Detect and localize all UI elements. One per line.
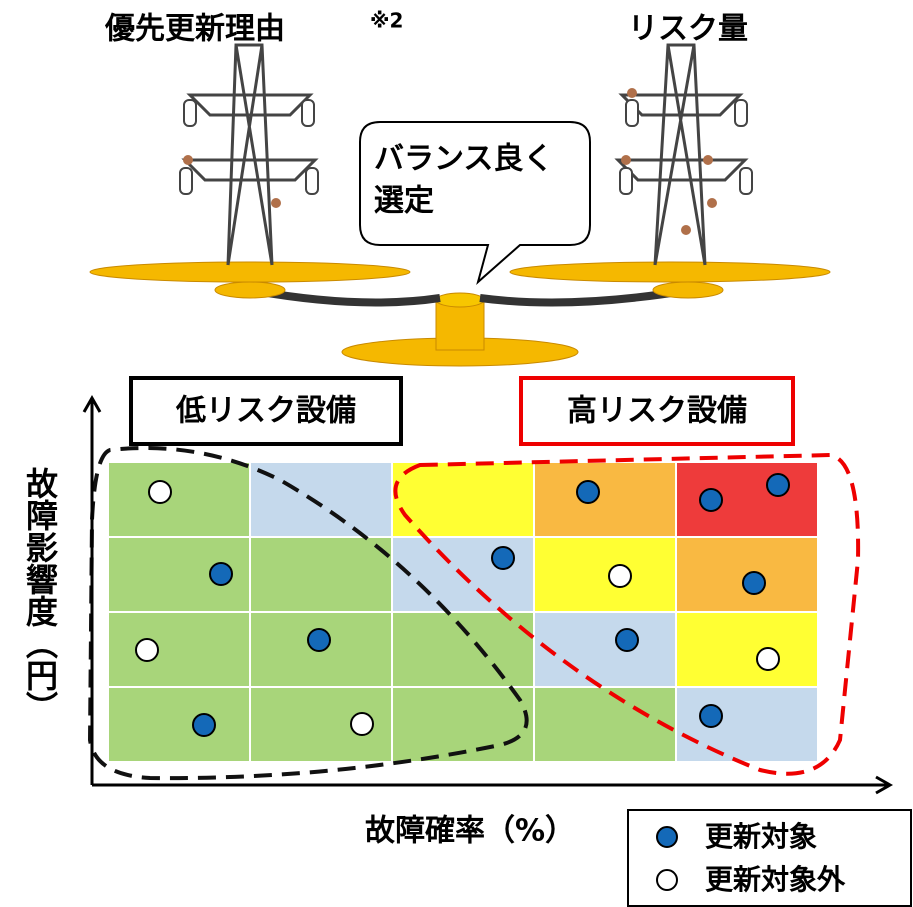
y-axis-label: 故障影響度（円） — [21, 467, 59, 723]
legend-swatch — [656, 826, 678, 848]
left-label: 優先更新理由 — [104, 12, 285, 47]
asset-dot — [699, 488, 723, 512]
low-risk-label: 低リスク設備 — [175, 394, 356, 429]
matrix-cell — [107, 461, 251, 538]
matrix-cell — [249, 461, 393, 538]
legend — [627, 809, 912, 907]
balance-illustration — [89, 43, 831, 367]
risk-matrix — [107, 461, 819, 763]
asset-dot — [350, 712, 374, 736]
right-label: リスク量 — [628, 12, 748, 47]
asset-dot — [608, 564, 632, 588]
asset-dot — [192, 713, 216, 737]
matrix-cell — [249, 536, 393, 613]
left-note: ※2 — [370, 9, 403, 33]
asset-dot — [766, 473, 790, 497]
legend-swatch — [656, 869, 678, 891]
asset-dot — [148, 480, 172, 504]
legend-label: 更新対象外 — [705, 863, 846, 896]
asset-dot — [742, 571, 766, 595]
matrix-cell — [391, 461, 535, 538]
dots — [135, 473, 790, 737]
speech-bubble — [359, 121, 591, 285]
asset-dot — [491, 546, 515, 570]
bubble-line: 選定 — [374, 184, 434, 219]
asset-dot — [576, 480, 600, 504]
x-axis-label: 故障確率（%） — [365, 814, 575, 849]
matrix-cell — [675, 611, 819, 688]
bubble-line: バランス良く — [374, 142, 553, 177]
high-risk-region — [393, 452, 861, 776]
high-risk-box — [519, 376, 795, 446]
matrix-cell — [533, 461, 677, 538]
low-risk-region — [87, 446, 529, 781]
legend-label: 更新対象 — [705, 820, 817, 853]
matrix-cell — [107, 686, 251, 763]
matrix-cell — [675, 686, 819, 763]
high-risk-label: 高リスク設備 — [567, 394, 747, 429]
matrix-cell — [391, 611, 535, 688]
axes — [82, 394, 894, 795]
asset-dot — [615, 628, 639, 652]
asset-dot — [699, 704, 723, 728]
matrix-cell — [533, 686, 677, 763]
asset-dot — [135, 638, 159, 662]
asset-dot — [307, 628, 331, 652]
asset-dot — [756, 647, 780, 671]
matrix-cell — [533, 536, 677, 613]
matrix-cell — [107, 611, 251, 688]
matrix-cell — [533, 611, 677, 688]
matrix-cell — [675, 461, 819, 538]
low-risk-box — [129, 376, 403, 446]
asset-dot — [209, 562, 233, 586]
